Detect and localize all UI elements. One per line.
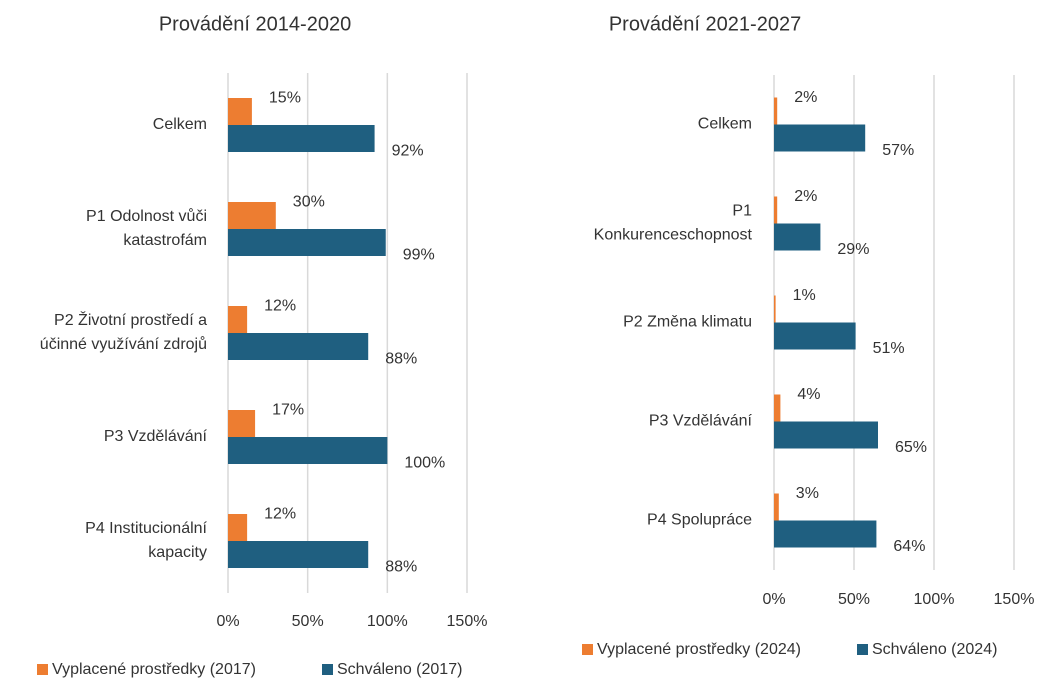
bar: [774, 520, 877, 548]
category-label: P1 Konkurenceschopnost: [594, 203, 753, 244]
x-tick-label: 150%: [447, 613, 488, 630]
bar: [774, 394, 781, 422]
data-label: 51%: [873, 340, 905, 357]
data-label: 1%: [793, 287, 816, 304]
data-label: 12%: [264, 506, 296, 523]
legend-swatch: [37, 664, 48, 675]
x-tick-label: 100%: [367, 613, 408, 630]
data-label: 64%: [893, 538, 925, 555]
data-label: 88%: [385, 559, 417, 576]
x-tick-label: 50%: [292, 613, 324, 630]
legend-label: Vyplacené prostředky (2017): [52, 661, 256, 678]
x-tick-label: 50%: [838, 591, 870, 608]
bar: [228, 514, 248, 541]
data-label: 3%: [796, 485, 819, 502]
legend-label: Vyplacené prostředky (2024): [597, 641, 801, 658]
category-label: P2 Změna klimatu: [623, 314, 752, 331]
data-label: 65%: [895, 439, 927, 456]
bar: [228, 541, 369, 568]
x-tick-label: 150%: [994, 591, 1035, 608]
legend-swatch: [322, 664, 333, 675]
category-label: Celkem: [698, 116, 752, 133]
x-tick-label: 100%: [914, 591, 955, 608]
bar: [228, 202, 276, 229]
category-label: P1 Odolnost vůči katastrofám: [86, 207, 207, 249]
data-label: 29%: [837, 241, 869, 258]
bar: [228, 437, 388, 464]
data-label: 2%: [794, 188, 817, 205]
bar: [774, 223, 821, 251]
bar: [774, 295, 776, 323]
data-label: 17%: [272, 402, 304, 419]
bar: [774, 196, 778, 224]
data-label: 92%: [392, 143, 424, 160]
chart-title: Provádění 2014-2020: [159, 13, 351, 35]
category-label: Celkem: [153, 116, 207, 133]
category-label: P3 Vzdělávání: [104, 428, 208, 445]
legend-label: Schváleno (2017): [337, 661, 462, 678]
data-label: 57%: [882, 142, 914, 159]
bar: [228, 306, 248, 333]
x-tick-label: 0%: [762, 591, 785, 608]
bar: [228, 125, 375, 152]
category-label: P3 Vzdělávání: [649, 413, 753, 430]
category-label: P2 Životní prostředí a účinné využívání z…: [40, 310, 207, 353]
data-label: 2%: [794, 89, 817, 106]
data-label: 15%: [269, 90, 301, 107]
bar: [774, 421, 878, 449]
bar: [774, 493, 779, 521]
legend-label: Schváleno (2024): [872, 641, 997, 658]
data-label: 88%: [385, 351, 417, 368]
chart-title: Provádění 2021-2027: [609, 13, 801, 35]
legend-swatch: [857, 644, 868, 655]
bar: [774, 322, 856, 350]
legend-swatch: [582, 644, 593, 655]
bar: [228, 333, 369, 360]
data-label: 4%: [797, 386, 820, 403]
bar: [774, 97, 778, 125]
category-label: P4 Spolupráce: [647, 512, 752, 529]
bar: [774, 124, 866, 152]
bar: [228, 98, 252, 125]
data-label: 99%: [403, 247, 435, 264]
bar: [228, 229, 386, 256]
data-label: 100%: [404, 455, 445, 472]
category-label: P4 Institucionální kapacity: [85, 520, 207, 561]
data-label: 30%: [293, 194, 325, 211]
bar: [228, 410, 256, 437]
data-label: 12%: [264, 298, 296, 315]
x-tick-label: 0%: [216, 613, 239, 630]
